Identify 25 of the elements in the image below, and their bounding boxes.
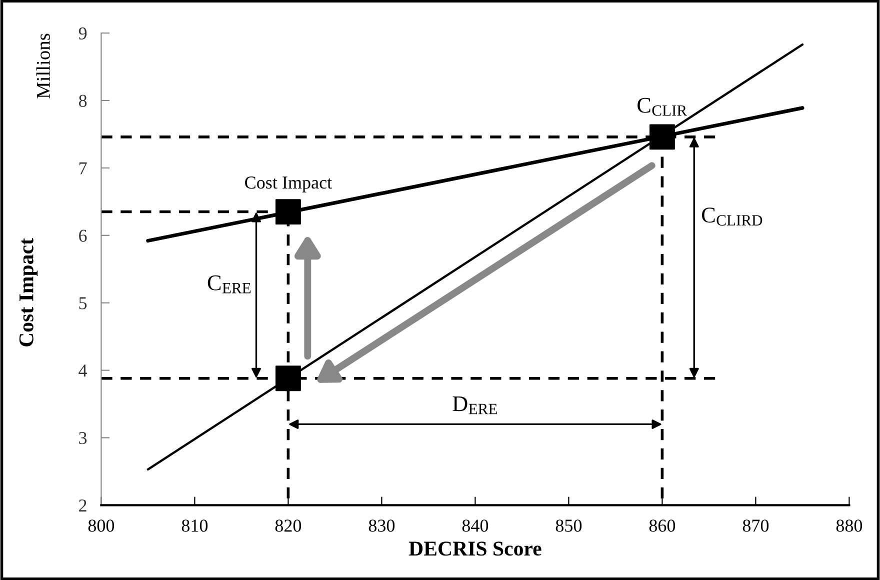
y-tick-label: 5 (79, 297, 87, 310)
annotation: D$_{ERE}$ (452, 396, 497, 414)
x-tick-label: 880 (836, 520, 862, 532)
x-tick-label: 870 (742, 520, 769, 532)
y-tick-label: 2 (79, 499, 86, 512)
annotation: C$_{CLIR}$ (638, 98, 688, 116)
x-tick-label: 830 (368, 520, 395, 532)
y-tick-label: 8 (78, 94, 87, 107)
y-tick-label: 3 (79, 432, 87, 444)
annotation: C$_{ERE}$ (208, 275, 251, 294)
annotation: C$_{CLIRD}$ (702, 208, 762, 226)
x-axis-title: DECRIS Score (408, 542, 542, 556)
text: Millions (36, 34, 50, 98)
annotation: Cost Impact (245, 176, 332, 192)
x-tick-label: 810 (182, 520, 208, 532)
y-tick-label: 9 (78, 27, 87, 40)
y-tick-label: 6 (79, 230, 87, 242)
y-tick-label: 7 (79, 162, 87, 174)
x-tick-label: 850 (556, 520, 582, 532)
x-tick-label: 840 (462, 520, 488, 532)
x-tick-label: 820 (275, 520, 302, 532)
y-axis-title: Cost Impact (19, 238, 38, 346)
x-tick-label: 800 (88, 520, 114, 532)
y-tick-label: 4 (78, 364, 88, 377)
x-tick-label: 860 (649, 520, 676, 532)
